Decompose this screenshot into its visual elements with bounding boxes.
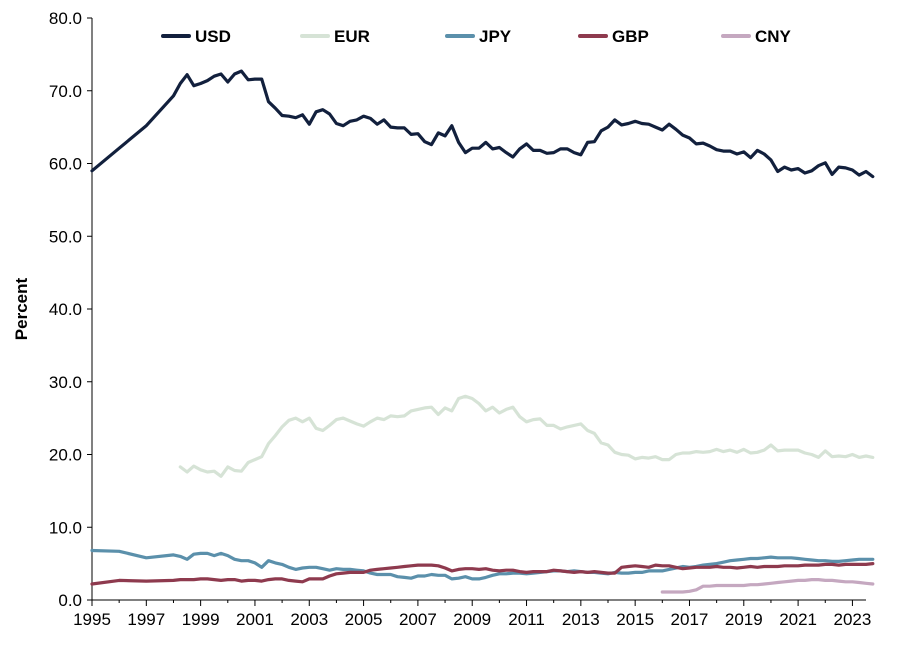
y-tick-label: 40.0 (49, 300, 82, 319)
series-line-cny (660, 578, 875, 594)
legend-item-jpy: JPY (445, 27, 512, 46)
x-tick-label: 1997 (127, 610, 165, 629)
legend-label-gbp: GBP (612, 27, 649, 46)
legend-label-jpy: JPY (479, 27, 512, 46)
x-tick-label: 2011 (508, 610, 545, 629)
y-axis-title: Percent (12, 277, 31, 340)
y-tick-label: 30.0 (49, 373, 82, 392)
x-tick-label: 2009 (453, 610, 491, 629)
legend-label-cny: CNY (755, 27, 792, 46)
y-tick-label: 60.0 (49, 155, 82, 174)
x-tick-label: 1995 (73, 610, 111, 629)
legend-item-gbp: GBP (578, 27, 649, 46)
series-line-eur (178, 394, 875, 478)
y-tick-label: 80.0 (49, 9, 82, 28)
legend-label-usd: USD (195, 27, 231, 46)
legend-item-eur: EUR (300, 27, 370, 46)
legend-item-cny: CNY (721, 27, 792, 46)
x-tick-label: 2003 (290, 610, 328, 629)
x-tick-label: 2007 (399, 610, 437, 629)
series-lines (90, 69, 875, 594)
series-line-jpy (90, 548, 875, 581)
legend-item-usd: USD (161, 27, 231, 46)
series-line-gbp (90, 562, 875, 586)
x-tick-label: 2019 (725, 610, 763, 629)
legend-label-eur: EUR (334, 27, 370, 46)
y-tick-label: 50.0 (49, 227, 82, 246)
series-line-usd (90, 69, 875, 179)
x-tick-label: 2023 (834, 610, 872, 629)
x-tick-label: 1999 (182, 610, 220, 629)
x-tick-label: 2005 (345, 610, 383, 629)
y-tick-label: 20.0 (49, 446, 82, 465)
x-tick-label: 2017 (671, 610, 709, 629)
y-tick-label: 0.0 (58, 591, 82, 610)
y-tick-label: 10.0 (49, 518, 82, 537)
x-tick-label: 2013 (562, 610, 600, 629)
x-tick-label: 2015 (616, 610, 654, 629)
y-tick-label: 70.0 (49, 82, 82, 101)
legend: USD EUR JPY GBP CNY (161, 27, 792, 46)
axes: 0.0 10.0 20.0 30.0 40.0 50.0 60.0 70.0 80.0 1995 1… (49, 9, 871, 629)
x-tick-label: 2021 (779, 610, 817, 629)
x-tick-label: 2001 (236, 610, 274, 629)
